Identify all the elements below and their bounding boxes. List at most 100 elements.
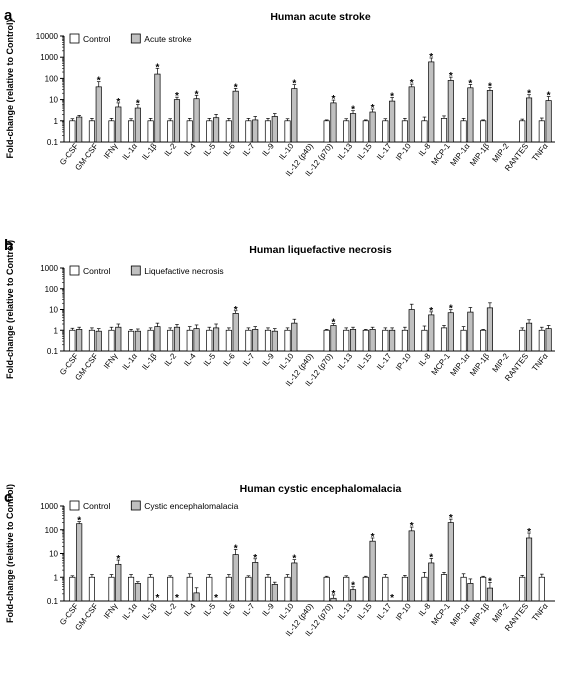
bar-control-11 <box>284 329 291 352</box>
y-tick-label: 1 <box>54 573 59 582</box>
bar-control-6 <box>186 576 193 602</box>
legend-swatch-case <box>130 265 141 276</box>
bar-case-2 <box>115 563 122 602</box>
bar-control-18 <box>421 329 428 352</box>
bar-control-10 <box>264 329 272 352</box>
significance-star: * <box>547 91 551 102</box>
x-tick-label: IL-17 <box>375 351 394 371</box>
significance-star: * <box>292 554 296 565</box>
bar-case-16 <box>389 100 396 143</box>
significance-star: * <box>488 577 492 588</box>
bar-case-21 <box>486 90 493 143</box>
bar-case-19 <box>447 312 454 352</box>
significance-star: * <box>351 105 355 116</box>
y-tick-label: 0.1 <box>47 597 59 606</box>
significance-star: * <box>155 593 159 604</box>
bar-case-13 <box>330 325 337 352</box>
bar-case-24 <box>545 328 552 352</box>
bar-control-18 <box>421 576 428 602</box>
x-tick-label: IL-8 <box>417 601 433 618</box>
x-tick-label: IL-2 <box>163 351 179 368</box>
x-tick-label: MIP-1α <box>448 141 471 167</box>
significance-star: * <box>371 103 375 114</box>
x-tick-label: IL-9 <box>260 351 276 368</box>
bar-case-0 <box>76 116 83 143</box>
bar-control-19 <box>440 574 448 602</box>
panel-letter: a <box>4 7 13 24</box>
bar-control-4 <box>147 576 154 602</box>
significance-star: * <box>234 82 238 93</box>
bar-control-11 <box>284 576 291 602</box>
bar-case-2 <box>115 106 122 143</box>
bar-case-20 <box>467 311 474 352</box>
x-tick-label: IFNγ <box>102 142 119 161</box>
bar-case-19 <box>447 522 454 602</box>
bar-control-3 <box>128 120 135 143</box>
x-tick-label: MIP-1α <box>448 601 471 627</box>
significance-star: * <box>390 593 394 604</box>
bar-control-10 <box>264 576 272 602</box>
significance-star: * <box>234 543 238 554</box>
bar-control-16 <box>382 576 389 602</box>
significance-star: * <box>449 71 453 82</box>
bar-case-8 <box>232 554 239 602</box>
x-tick-label: IL-1β <box>140 351 159 371</box>
chart-panel-b: b Human liquefactive necrosis Fold-change … <box>4 237 555 388</box>
bar-case-14 <box>349 329 357 352</box>
bar-control-20 <box>460 120 467 143</box>
bar-control-13 <box>323 329 330 352</box>
bar-case-10 <box>271 330 278 352</box>
bar-control-24 <box>538 576 545 602</box>
significance-star: * <box>410 78 414 89</box>
bar-control-8 <box>225 329 232 352</box>
bar-control-2 <box>108 120 115 143</box>
x-tick-label: IL-6 <box>221 351 237 368</box>
bar-control-21 <box>480 329 487 352</box>
bar-case-11 <box>291 562 298 602</box>
bar-control-20 <box>460 329 467 352</box>
bar-control-11 <box>284 120 291 143</box>
bar-control-4 <box>147 120 154 143</box>
x-tick-label: IL-4 <box>182 141 198 158</box>
bar-control-9 <box>245 576 252 602</box>
bar-case-9 <box>252 119 259 143</box>
bar-control-16 <box>382 329 389 352</box>
significance-star: * <box>468 78 472 89</box>
y-tick-label: 10 <box>49 96 58 105</box>
bar-case-21 <box>486 587 493 602</box>
bar-case-3 <box>134 107 141 143</box>
significance-star: * <box>371 532 375 543</box>
y-tick-label: 10 <box>49 306 58 315</box>
bar-case-10 <box>271 116 278 143</box>
bar-control-3 <box>128 330 135 352</box>
bar-control-2 <box>108 329 115 352</box>
bar-control-24 <box>538 329 545 352</box>
bar-case-1 <box>95 86 102 143</box>
x-tick-label: IL-7 <box>241 141 257 158</box>
bar-control-1 <box>88 329 95 352</box>
significance-star: * <box>77 516 81 527</box>
significance-star: * <box>488 82 492 93</box>
bar-case-8 <box>232 90 239 143</box>
legend-swatch-case <box>130 33 141 44</box>
bar-case-19 <box>447 80 454 143</box>
bar-control-0 <box>69 576 76 602</box>
bar-case-2 <box>115 326 122 352</box>
x-tick-label: IL-17 <box>375 601 394 621</box>
significance-star: * <box>390 92 394 103</box>
bar-control-21 <box>480 576 487 602</box>
bar-case-23 <box>526 537 533 602</box>
significance-star: * <box>175 593 179 604</box>
bar-case-7 <box>213 327 220 352</box>
y-tick-label: 100 <box>45 285 59 294</box>
bar-control-3 <box>128 576 135 602</box>
x-tick-label: IFNγ <box>102 602 119 621</box>
bar-case-15 <box>369 329 376 352</box>
significance-star: * <box>332 318 336 329</box>
chart-title: Human acute stroke <box>270 11 371 23</box>
x-tick-label: IL-8 <box>417 141 433 158</box>
bar-control-5 <box>167 576 174 602</box>
bar-case-7 <box>213 117 220 143</box>
bar-control-17 <box>401 120 408 143</box>
bar-case-20 <box>467 583 474 602</box>
